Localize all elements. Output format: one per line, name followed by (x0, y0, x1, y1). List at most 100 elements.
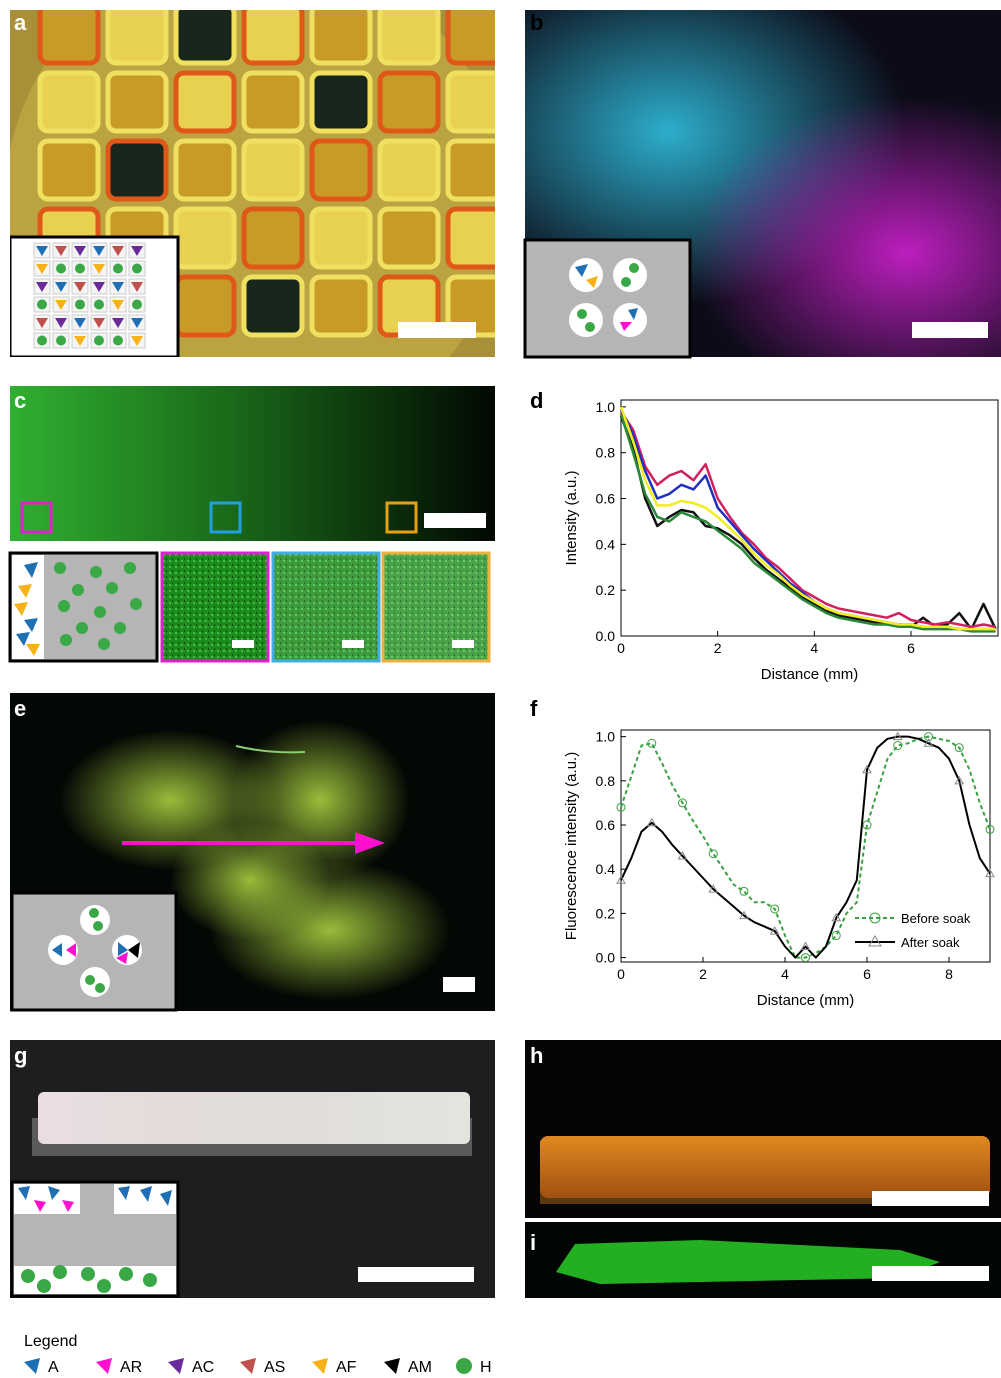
marker (616, 875, 626, 884)
panel-label: i (530, 1230, 536, 1255)
y-tick-label: 1.0 (596, 729, 616, 745)
inset-icon (36, 318, 48, 328)
inset-icon (113, 263, 123, 274)
marker (862, 820, 872, 830)
inset-icon (56, 335, 66, 346)
y-axis-label: Intensity (a.u.) (563, 470, 580, 565)
inset-icon (112, 300, 124, 310)
well (173, 10, 237, 66)
inset-icon (131, 282, 143, 292)
inset-icon (94, 335, 104, 346)
inset-icon (74, 336, 86, 346)
well (309, 10, 373, 66)
inset-icon (55, 318, 67, 328)
well (445, 274, 495, 338)
marker (646, 817, 657, 827)
plot-frame (620, 729, 991, 963)
x-tick-label: 4 (810, 640, 818, 656)
y-tick-label: 0.8 (596, 773, 616, 789)
well (37, 10, 101, 66)
well (105, 70, 169, 134)
inset-icon (74, 246, 86, 256)
marker (647, 738, 657, 748)
panel-a-image (10, 10, 495, 357)
marker (801, 953, 810, 963)
marker (769, 926, 780, 935)
well (37, 138, 101, 202)
x-tick-label: 6 (863, 966, 871, 982)
well (173, 206, 237, 270)
x-tick-label: 8 (945, 966, 953, 982)
well (309, 138, 373, 202)
y-tick-label: 0.2 (596, 905, 616, 921)
panel-b-image (523, 10, 1001, 359)
well (377, 70, 441, 134)
well (241, 206, 305, 270)
y-tick-label: 0.2 (596, 582, 616, 598)
legend-label: Before soak (901, 911, 971, 926)
inset-icon (37, 335, 47, 346)
marker (892, 731, 903, 741)
marker (739, 910, 749, 920)
y-tick-label: 0.6 (596, 817, 616, 833)
well (445, 206, 495, 270)
panel-label: g (14, 1043, 27, 1068)
marker (893, 740, 903, 750)
y-axis-label: Fluorescence intensity (a.u.) (563, 752, 580, 940)
inset-icon (55, 246, 67, 256)
inset-icon (74, 282, 86, 292)
marker (954, 743, 964, 753)
legend-icon (24, 1358, 40, 1374)
y-tick-label: 0.4 (596, 861, 616, 877)
panel-e-image (10, 693, 495, 1012)
panel-label: a (14, 10, 27, 35)
marker (739, 886, 749, 896)
legend-icon (240, 1358, 256, 1374)
x-axis-label: Distance (mm) (757, 992, 855, 1009)
marker (770, 904, 780, 914)
marker (708, 884, 719, 893)
well (105, 10, 169, 66)
legend-icon (168, 1358, 184, 1374)
legend-icon (96, 1358, 112, 1374)
well (377, 10, 441, 66)
marker (862, 764, 872, 774)
y-tick-label: 0.6 (596, 491, 616, 507)
panel-label: f (530, 696, 538, 721)
x-tick-label: 2 (699, 966, 707, 982)
x-tick-label: 0 (617, 966, 625, 982)
panel-label: h (530, 1043, 543, 1068)
legend-label: After soak (901, 935, 960, 950)
inset-icon (131, 318, 143, 328)
well (309, 274, 373, 338)
panel-label: b (530, 10, 543, 35)
marker (923, 738, 934, 747)
legend-marker (868, 935, 882, 947)
x-axis-label: Distance (mm) (761, 666, 859, 683)
inset-icon (75, 263, 85, 274)
marker (954, 775, 965, 785)
inset-icon (93, 282, 105, 292)
well (173, 70, 237, 134)
legend-icon (312, 1358, 328, 1374)
well (445, 138, 495, 202)
y-tick-label: 0.0 (596, 628, 616, 644)
legend-icon (384, 1358, 400, 1374)
legend-icon (456, 1358, 472, 1374)
panel-i-image (525, 1222, 1001, 1298)
inset-icon (132, 263, 142, 274)
panel-g-image (10, 1040, 495, 1298)
well (241, 70, 305, 134)
inset-icon (94, 299, 104, 310)
inset-icon (131, 336, 143, 346)
inset-icon (36, 264, 48, 274)
inset-icon (112, 282, 124, 292)
marker (616, 802, 626, 812)
panel-label: c (14, 388, 26, 413)
x-tick-label: 2 (714, 640, 722, 656)
inset-icon (55, 300, 67, 310)
well (445, 70, 495, 134)
inset-icon (112, 246, 124, 256)
inset-icon (112, 318, 124, 328)
inset-icon (131, 246, 143, 256)
